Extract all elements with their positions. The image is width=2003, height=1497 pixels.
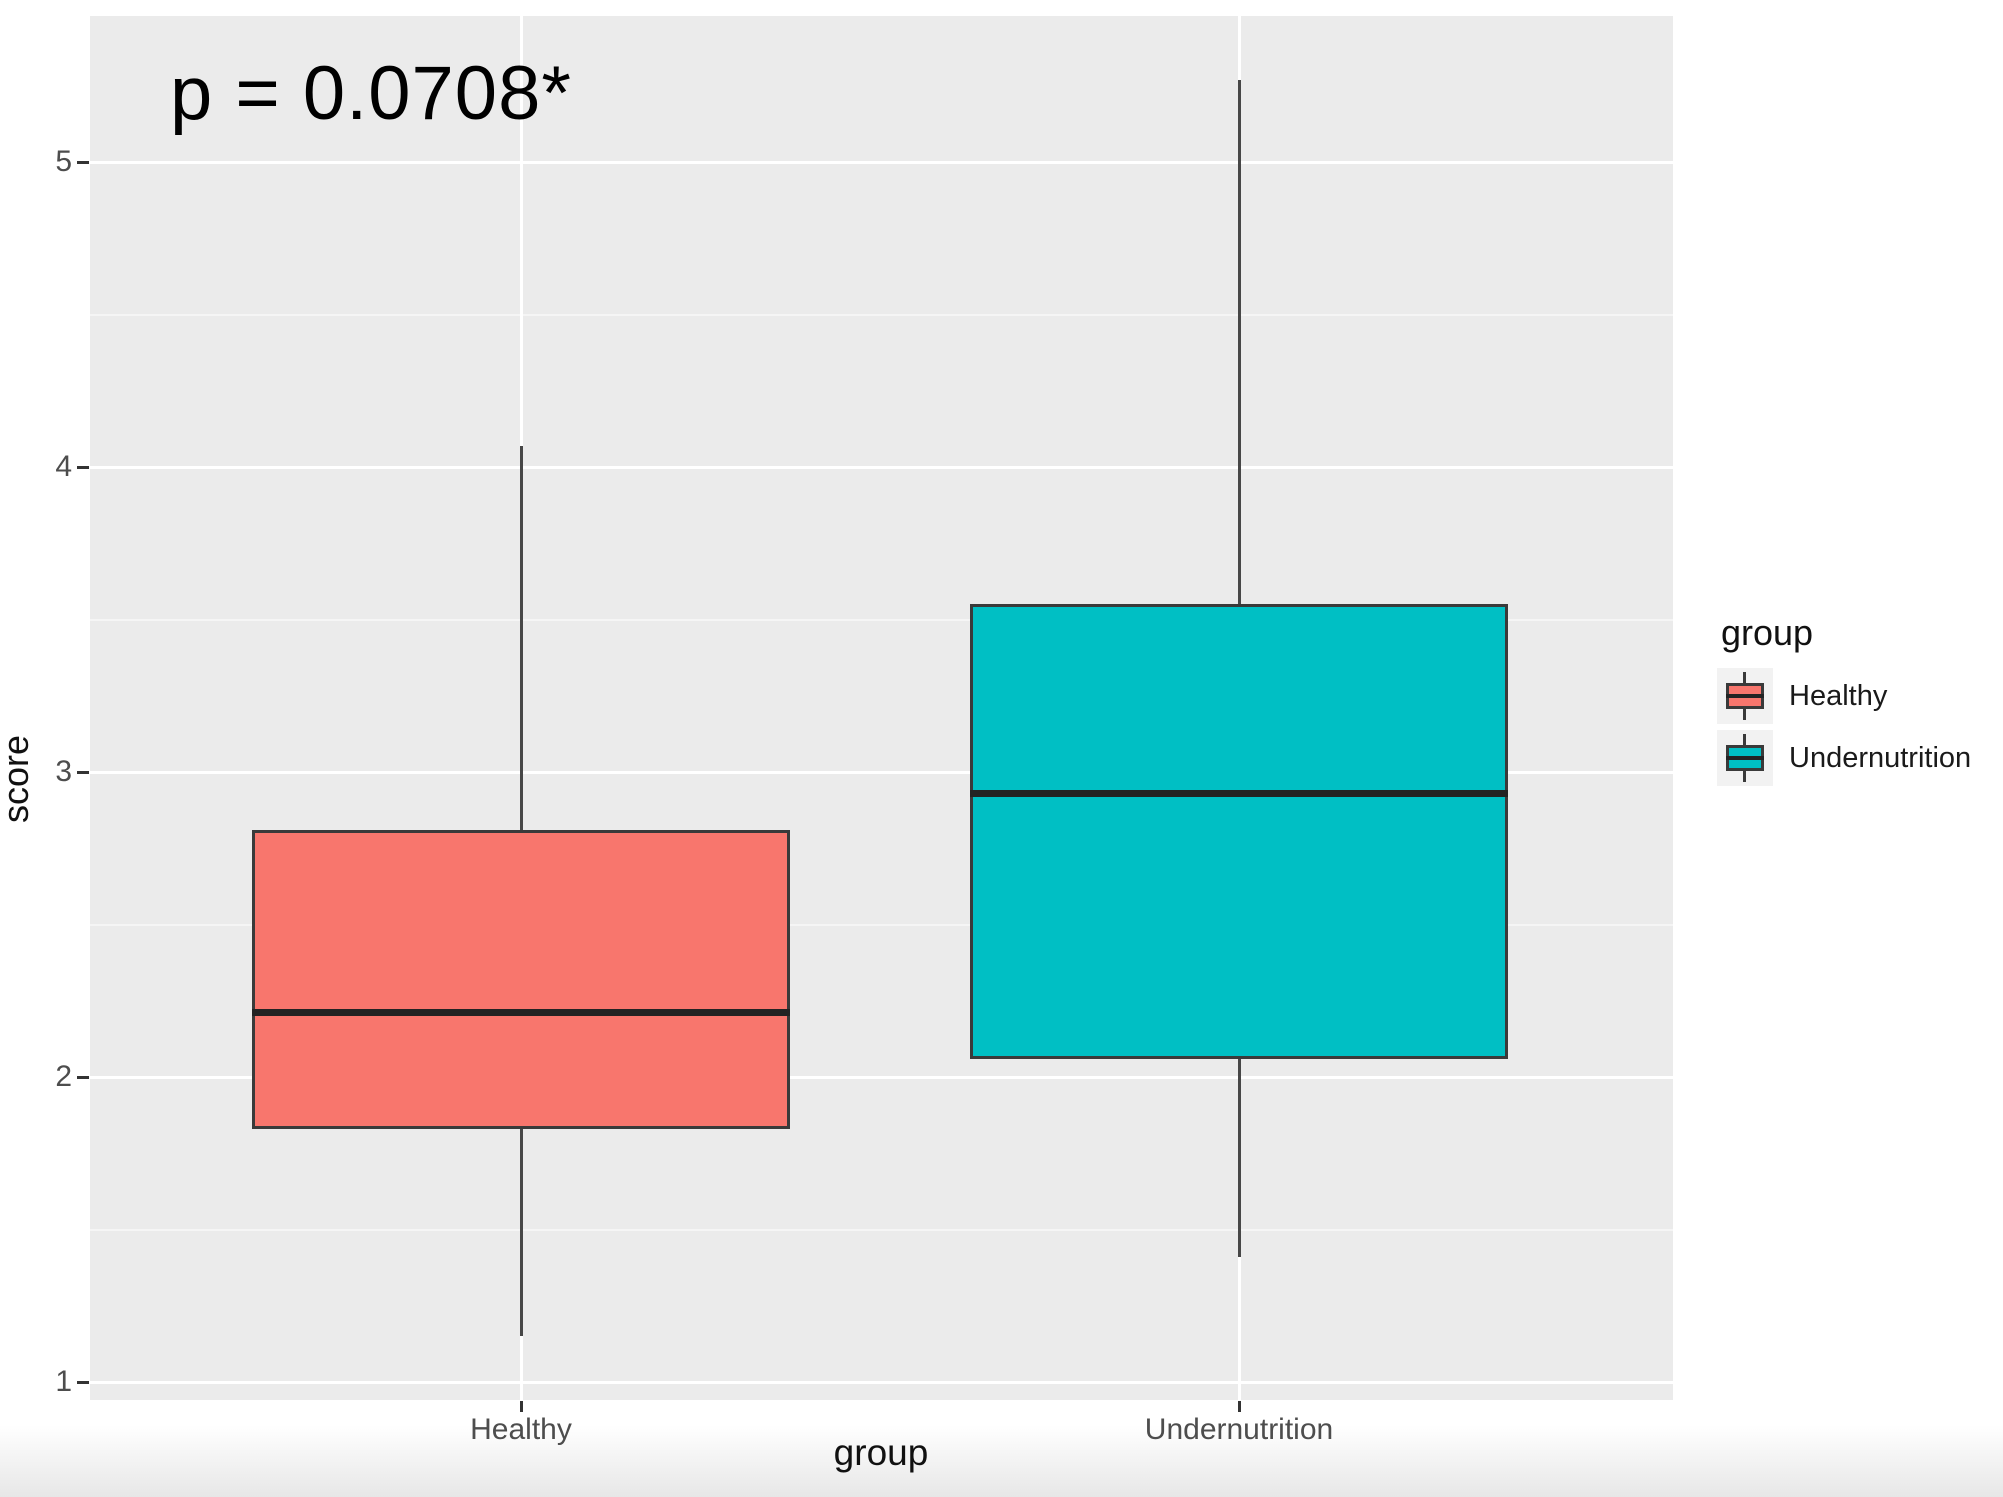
y-tick-mark: [77, 1380, 89, 1384]
median-line: [252, 1009, 790, 1017]
box-healthy: [252, 829, 790, 1129]
gridline-major: [90, 465, 1673, 469]
y-axis-title: score: [0, 734, 36, 824]
legend-key-median: [1726, 694, 1764, 698]
gridline-minor: [90, 923, 1673, 926]
box-undernutrition: [970, 604, 1508, 1059]
legend-key-median: [1726, 756, 1764, 760]
legend-key-boxplot-icon: [1717, 730, 1773, 786]
bottom-strip: [0, 1425, 2003, 1497]
lower-whisker: [519, 1128, 523, 1337]
median-line: [970, 789, 1508, 797]
gridline-major: [90, 770, 1673, 774]
gridline-minor: [90, 618, 1673, 621]
y-tick-label: 1: [55, 1365, 72, 1398]
gridline-minor: [90, 313, 1673, 316]
gridline-major: [90, 1075, 1673, 1079]
legend-key-boxplot-icon: [1717, 668, 1773, 724]
p-value-annotation: p = 0.0708*: [170, 51, 572, 136]
legend-items: Healthy Undernutrition: [1717, 668, 1971, 786]
legend-label: Healthy: [1789, 679, 1888, 712]
upper-whisker: [1237, 79, 1241, 605]
gridline-minor: [90, 1228, 1673, 1231]
legend-title: group: [1721, 612, 1814, 653]
y-tick-label: 3: [55, 755, 72, 788]
gridline-major: [90, 160, 1673, 164]
y-tick-label: 2: [55, 1060, 72, 1093]
legend: group Healthy Undernutrition: [1717, 612, 1971, 792]
plot-panel: [90, 16, 1673, 1400]
x-axis-title: group: [833, 1432, 929, 1473]
y-tick-mark: [77, 770, 89, 774]
x-tick-mark: [1237, 1401, 1241, 1412]
y-tick-mark: [77, 160, 89, 164]
y-tick-mark: [77, 465, 89, 469]
upper-whisker: [519, 445, 523, 830]
x-tick-label: Undernutrition: [1144, 1413, 1334, 1446]
gridline-major: [90, 1380, 1673, 1384]
lower-whisker: [1237, 1058, 1241, 1257]
legend-item: Healthy: [1717, 668, 1971, 724]
y-tick-mark: [77, 1075, 89, 1079]
x-tick-mark: [519, 1401, 523, 1412]
legend-label: Undernutrition: [1789, 741, 1972, 774]
x-tick-label: Healthy: [470, 1413, 572, 1446]
y-tick-label: 4: [55, 450, 72, 483]
y-tick-label: 5: [55, 145, 72, 178]
legend-item: Undernutrition: [1717, 730, 1971, 786]
